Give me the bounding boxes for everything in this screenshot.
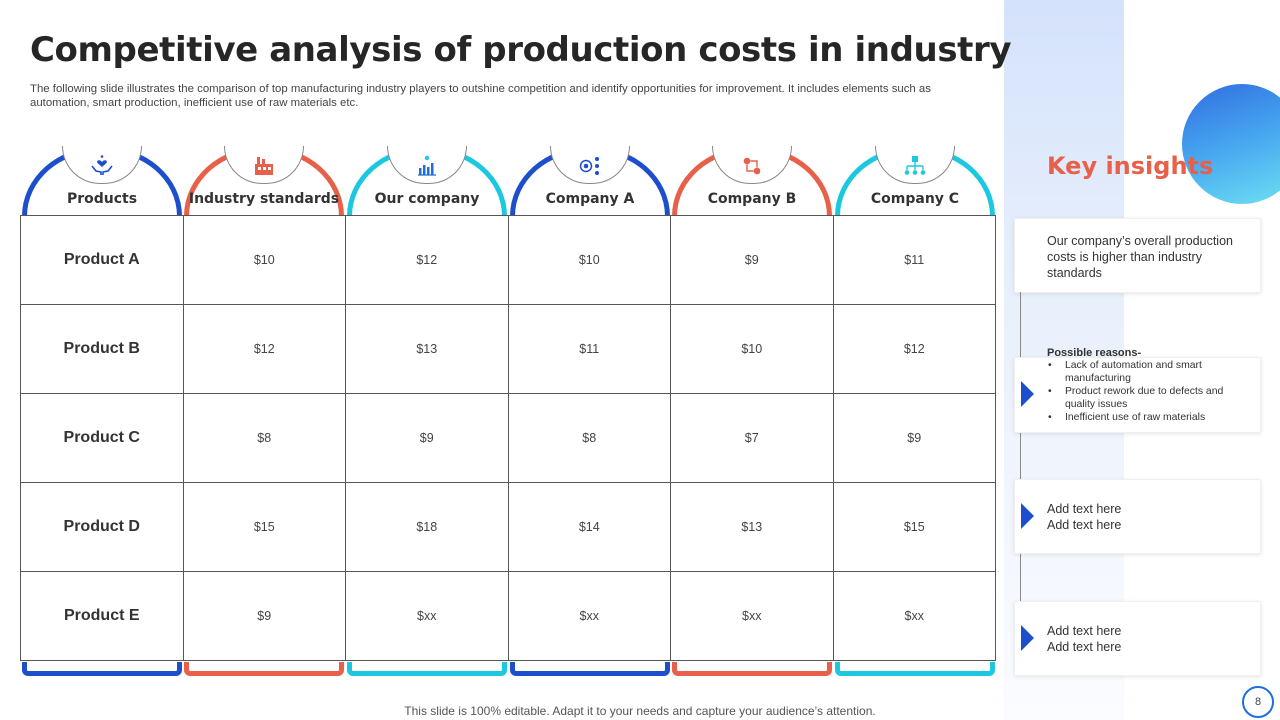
table-cell: $10 (507, 215, 671, 305)
column-footer-bar (184, 662, 344, 676)
table-cell: $8 (507, 393, 671, 483)
table-cell: $13 (670, 482, 834, 572)
table-cell: $9 (832, 393, 996, 483)
growth-chart-icon (418, 155, 436, 176)
table-cell: $11 (832, 215, 996, 305)
list-item: Lack of automation and smart manufacturi… (1047, 360, 1252, 385)
column-label: Company B (707, 191, 797, 207)
column-label: Industry standards (188, 191, 340, 207)
table-cell: $9 (670, 215, 834, 305)
insight-card-placeholder (1014, 601, 1261, 676)
reasons-heading: Possible reasons- (1047, 347, 1142, 359)
hands-heart-icon (91, 154, 113, 175)
table-row: Product D $15 $18 $14 $13 $15 (20, 482, 996, 572)
row-label: Product E (20, 571, 184, 661)
table-cell: $xx (832, 571, 996, 661)
hierarchy-icon (904, 155, 926, 175)
list-item: Inefficient use of raw materials (1047, 412, 1252, 425)
table-cell: $18 (345, 482, 509, 572)
table-cell: $13 (345, 304, 509, 394)
table-cell: $11 (507, 304, 671, 394)
column-header-company-b: Company B (672, 146, 832, 216)
process-flow-icon (743, 157, 761, 174)
table-cell: $xx (345, 571, 509, 661)
possible-reasons: Possible reasons- Lack of automation and… (1047, 347, 1252, 426)
chevron-right-icon (1021, 625, 1034, 651)
table-cell: $xx (670, 571, 834, 661)
table-cell: $15 (832, 482, 996, 572)
column-header-our-company: Our company (347, 146, 507, 216)
list-item: Product rework due to defects and qualit… (1047, 386, 1252, 411)
placeholder-text: Add text here Add text here (1047, 501, 1121, 533)
table-cell: $7 (670, 393, 834, 483)
row-label: Product C (20, 393, 184, 483)
column-label: Products (66, 191, 138, 207)
row-label: Product B (20, 304, 184, 394)
table-cell: $15 (182, 482, 346, 572)
table-cell: $10 (670, 304, 834, 394)
column-footer-bar (835, 662, 995, 676)
column-label: Our company (374, 191, 480, 207)
placeholder-line: Add text here (1047, 624, 1122, 638)
placeholder-line: Add text here (1047, 502, 1122, 516)
placeholder-text: Add text here Add text here (1047, 623, 1121, 655)
slide-title: Competitive analysis of production costs… (30, 30, 1012, 70)
column-footer-bar (672, 662, 832, 676)
table-cell: $8 (182, 393, 346, 483)
column-header-company-c: Company C (835, 146, 995, 216)
table-cell: $12 (345, 215, 509, 305)
table-cell: $xx (507, 571, 671, 661)
row-label: Product A (20, 215, 184, 305)
table-row: Product E $9 $xx $xx $xx $xx (20, 571, 996, 661)
column-label: Company C (870, 191, 960, 207)
page-number: 8 (1242, 686, 1274, 718)
target-network-icon (579, 156, 599, 175)
table-cell: $12 (832, 304, 996, 394)
table-row: Product A $10 $12 $10 $9 $11 (20, 215, 996, 305)
column-footer-bar (510, 662, 670, 676)
insight-summary-text: Our company’s overall production costs i… (1047, 234, 1233, 280)
decorative-circle (1182, 84, 1280, 204)
column-header-industry-standards: Industry standards (184, 146, 344, 216)
table-cell: $12 (182, 304, 346, 394)
footer-note: This slide is 100% editable. Adapt it to… (404, 704, 876, 718)
reasons-list: Lack of automation and smart manufacturi… (1047, 360, 1252, 425)
placeholder-line: Add text here (1047, 640, 1122, 654)
table-cell: $14 (507, 482, 671, 572)
table-row: Product B $12 $13 $11 $10 $12 (20, 304, 996, 394)
row-label: Product D (20, 482, 184, 572)
table-cell: $9 (182, 571, 346, 661)
column-label: Company A (545, 191, 635, 207)
insight-card-summary (1014, 218, 1261, 293)
production-cost-table: Product A $10 $12 $10 $9 $11 Product B $… (20, 215, 996, 661)
column-header-products: Products (22, 146, 182, 216)
column-footer-bar (22, 662, 182, 676)
factory-icon (255, 156, 273, 175)
insight-card-placeholder (1014, 479, 1261, 554)
column-header-company-a: Company A (510, 146, 670, 216)
key-insights-heading: Key insights (1047, 152, 1214, 180)
table-row: Product C $8 $9 $8 $7 $9 (20, 393, 996, 483)
table-cell: $10 (182, 215, 346, 305)
column-footer-bar (347, 662, 507, 676)
chevron-right-icon (1021, 503, 1034, 529)
placeholder-line: Add text here (1047, 518, 1122, 532)
table-cell: $9 (345, 393, 509, 483)
slide-subtitle: The following slide illustrates the comp… (30, 83, 931, 109)
chevron-right-icon (1021, 381, 1034, 407)
